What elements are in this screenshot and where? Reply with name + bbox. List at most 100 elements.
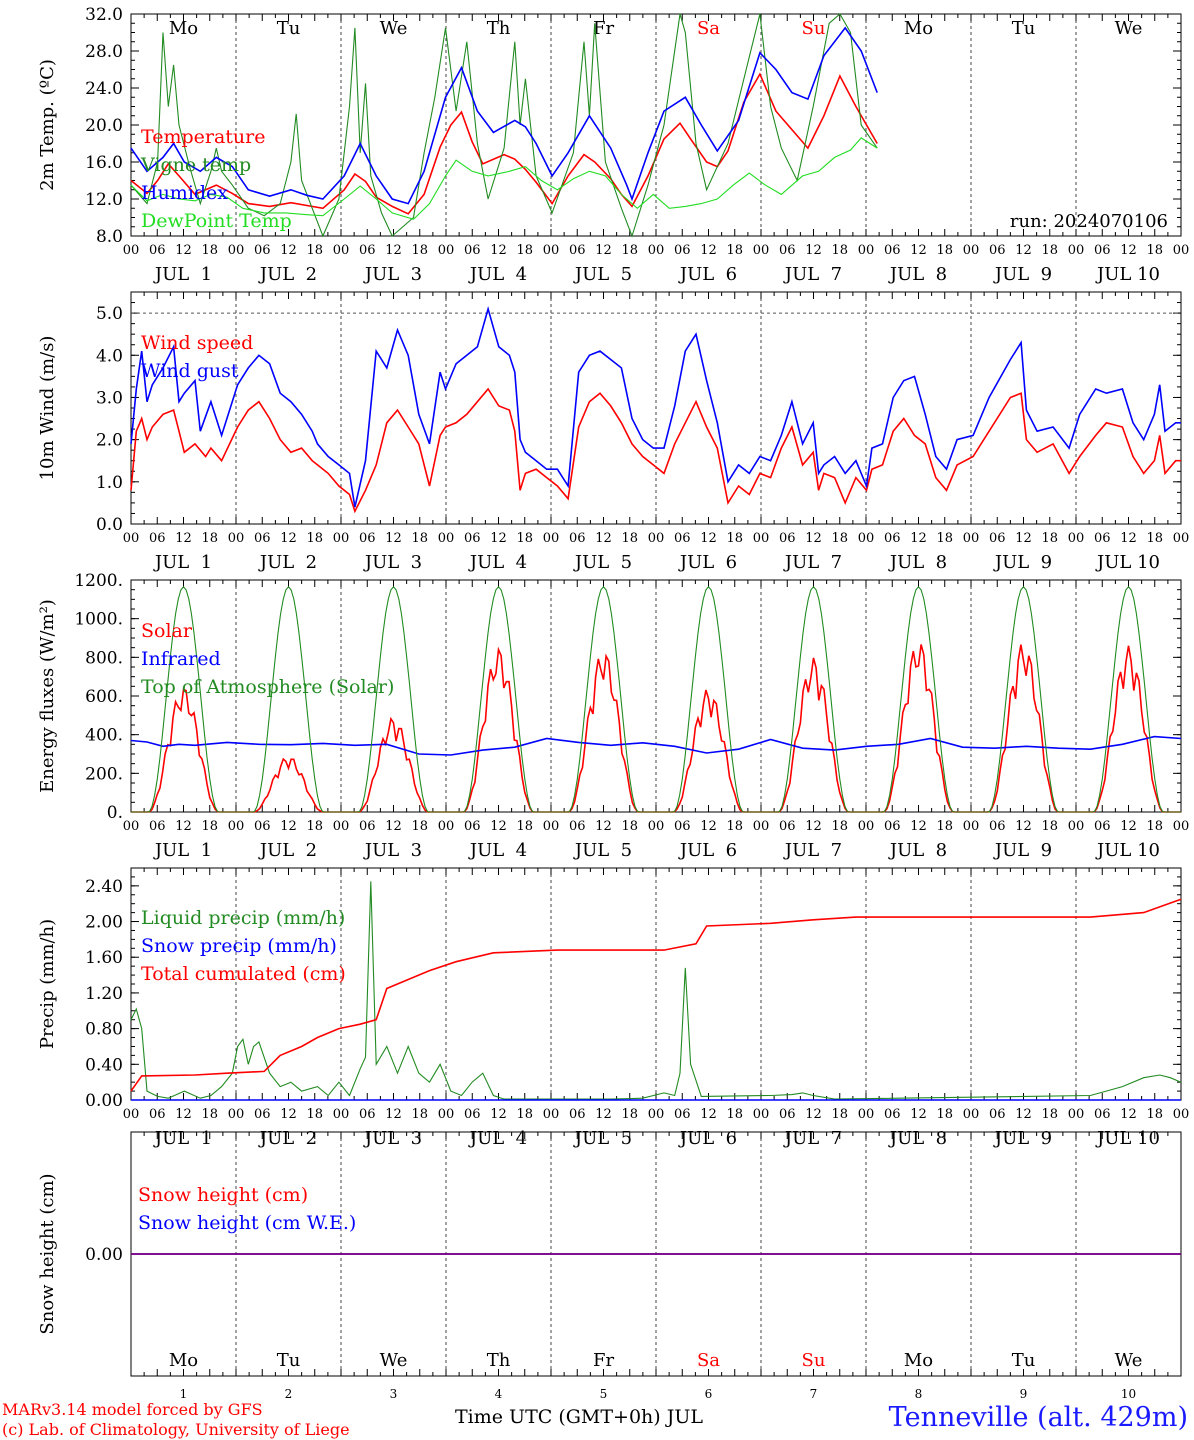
date-label: JUL 6 (678, 552, 737, 573)
date-label: JUL 5 (573, 840, 632, 861)
hour-tick-label: 06 (149, 1107, 166, 1122)
hour-tick-label: 06 (779, 531, 796, 546)
hour-tick-label: 18 (831, 819, 848, 834)
hour-tick-label: 12 (700, 1107, 717, 1122)
y-axis-label: Precip (mm/h) (37, 919, 58, 1049)
hour-tick-label: 06 (254, 531, 271, 546)
hour-tick-label: 06 (254, 243, 271, 258)
hour-tick-label: 06 (569, 531, 586, 546)
hour-tick-label: 00 (438, 243, 455, 258)
series-line-liquid-precip-mm-h- (130, 881, 1182, 1100)
y-tick-label: 32.0 (85, 5, 123, 25)
hour-tick-label: 18 (201, 531, 218, 546)
y-tick-label: 1.0 (96, 473, 123, 493)
date-label: JUL 2 (258, 1128, 317, 1149)
panel-3: 0. 200. 400. 600. 800. 1000. 1200. Energy fluxe… (37, 571, 1189, 861)
hour-tick-label: 00 (648, 1107, 665, 1122)
panel-4: 0.00 0.40 0.80 1.20 1.60 2.00 2.40 Precip (mm/h… (37, 867, 1190, 1149)
y-tick-label: 4.0 (96, 346, 123, 366)
hour-tick-label: 06 (989, 819, 1006, 834)
hour-tick-label: 18 (1041, 819, 1058, 834)
hour-tick-label: 06 (464, 819, 481, 834)
weekday-label: Sa (697, 1350, 720, 1371)
legend-entry: Total cumulated (cm) (141, 963, 346, 985)
date-label: JUL 6 (678, 264, 737, 285)
y-tick-label: 0.40 (85, 1055, 123, 1075)
hour-tick-label: 06 (779, 819, 796, 834)
date-label: JUL 1 (153, 264, 212, 285)
hour-tick-label: 00 (438, 819, 455, 834)
hour-tick-label: 00 (1173, 1107, 1190, 1122)
hour-tick-label: 06 (254, 819, 271, 834)
y-tick-label: 1000. (74, 610, 123, 630)
weekday-label: Sa (697, 18, 720, 39)
hour-tick-label: 12 (280, 243, 297, 258)
hour-tick-label: 18 (516, 1107, 533, 1122)
hour-tick-label: 12 (385, 243, 402, 258)
hour-tick-label: 12 (490, 1107, 507, 1122)
series-line-infrared (130, 735, 1182, 756)
hour-tick-label: 12 (910, 531, 927, 546)
hour-tick-label: 06 (359, 1107, 376, 1122)
date-label: JUL 10 (1095, 1128, 1160, 1149)
hour-tick-label: 06 (149, 243, 166, 258)
date-label: JUL 10 (1095, 264, 1160, 285)
hour-tick-label: 12 (1015, 1107, 1032, 1122)
run-label: run: 2024070106 (1010, 211, 1168, 232)
hour-tick-label: 00 (438, 1107, 455, 1122)
hour-tick-label: 12 (700, 243, 717, 258)
legend-entry: Temperature (141, 126, 265, 148)
hour-tick-label: 00 (543, 819, 560, 834)
hour-tick-label: 06 (464, 243, 481, 258)
hour-tick-label: 18 (306, 1107, 323, 1122)
hour-tick-label: 06 (1094, 531, 1111, 546)
hour-tick-label: 00 (1068, 819, 1085, 834)
date-label: JUL 9 (993, 1128, 1052, 1149)
hour-tick-label: 06 (884, 1107, 901, 1122)
date-label: JUL 3 (363, 264, 422, 285)
y-tick-label: 0.00 (85, 1245, 123, 1265)
weekday-label: Su (802, 18, 826, 39)
hour-tick-label: 18 (936, 1107, 953, 1122)
date-label: JUL 6 (678, 1128, 737, 1149)
hour-tick-label: 18 (516, 819, 533, 834)
legend-entry: Solar (141, 620, 193, 642)
date-label: JUL 2 (258, 840, 317, 861)
series-line-top-of-atmosphere-solar- (131, 585, 1181, 813)
hour-tick-label: 00 (753, 1107, 770, 1122)
y-axis-label: 2m Temp. (ºC) (37, 59, 58, 191)
hour-tick-label: 18 (621, 531, 638, 546)
hour-tick-label: 06 (569, 243, 586, 258)
hour-tick-label: 00 (1068, 1107, 1085, 1122)
hour-tick-label: 00 (1068, 531, 1085, 546)
hour-tick-label: 12 (175, 531, 192, 546)
hour-tick-label: 06 (359, 819, 376, 834)
hour-tick-label: 00 (123, 243, 140, 258)
hour-tick-label: 12 (385, 531, 402, 546)
legend-entry: Vigne temp (140, 154, 251, 176)
hour-tick-label: 06 (464, 1107, 481, 1122)
hour-tick-label: 12 (1120, 819, 1137, 834)
date-label: JUL 6 (678, 840, 737, 861)
date-label: JUL 3 (363, 552, 422, 573)
hour-tick-label: 00 (858, 819, 875, 834)
hour-tick-label: 12 (490, 819, 507, 834)
hour-tick-label: 00 (648, 531, 665, 546)
hour-tick-label: 12 (595, 243, 612, 258)
y-axis-label: Energy fluxes (W/m²) (37, 599, 58, 793)
date-label: JUL 5 (573, 552, 632, 573)
hour-tick-label: 18 (516, 531, 533, 546)
hour-tick-label: 06 (1094, 243, 1111, 258)
hour-tick-label: 00 (963, 243, 980, 258)
hour-tick-label: 12 (805, 243, 822, 258)
date-label: JUL 1 (153, 552, 212, 573)
hour-tick-label: 00 (648, 819, 665, 834)
day-number-label: 3 (390, 1387, 398, 1401)
panel-1: 8.0 12.0 16.0 20.0 24.0 28.0 32.0 2m Temp. (ºC)… (37, 5, 1189, 285)
date-label: JUL 7 (783, 552, 842, 573)
hour-tick-label: 00 (438, 531, 455, 546)
weekday-label: Mo (169, 18, 198, 39)
panel-2: 0.0 1.0 2.0 3.0 4.0 5.0 10m Wind (m/s) 00 06 12 18… (37, 291, 1189, 573)
hour-tick-label: 18 (831, 243, 848, 258)
weekday-label: We (1115, 18, 1143, 39)
